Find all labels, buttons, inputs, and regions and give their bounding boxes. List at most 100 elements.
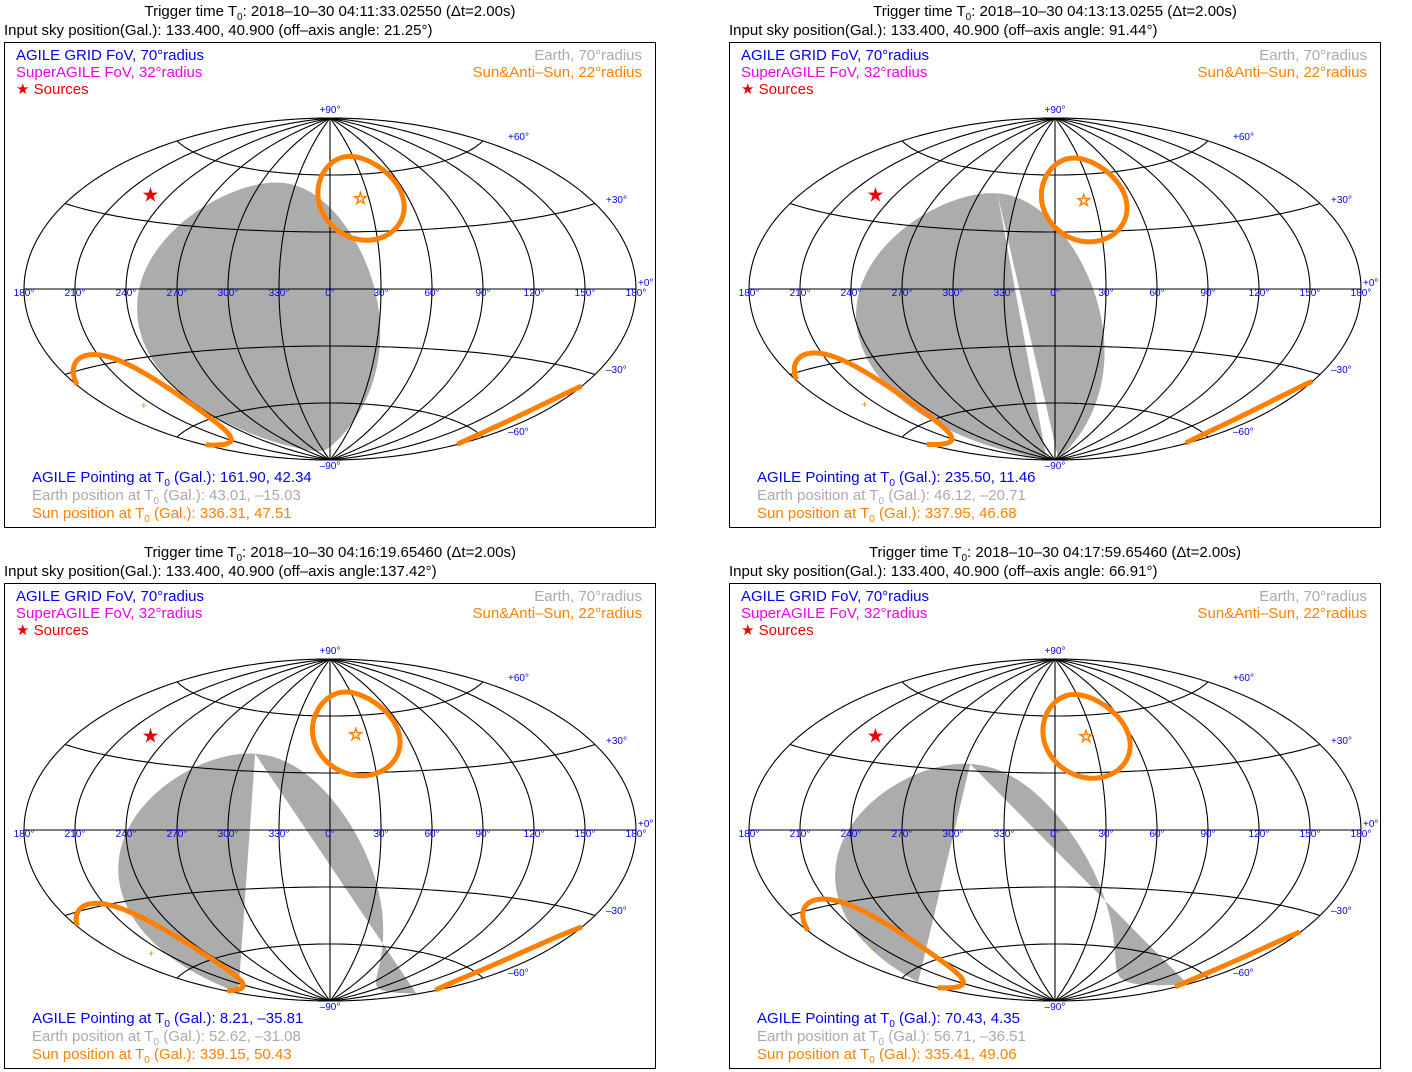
earth-info-prefix: Earth position at T (32, 1028, 154, 1045)
pointing-info-value: 8.21, –35.81 (219, 1010, 304, 1027)
longitude-label: 270° (167, 288, 188, 299)
earth-info-value: 43.01, –15.03 (209, 487, 301, 504)
anti-sun-circle (800, 897, 818, 932)
longitude-label: 300° (218, 829, 239, 840)
panel-title: Trigger time T0: 2018–10–30 04:13:13.025… (873, 3, 1237, 23)
pointing-info-value: 235.50, 11.46 (944, 469, 1036, 486)
earth-info-subscript: 0 (153, 1037, 160, 1048)
earth-region (856, 193, 1047, 460)
longitude-label: 180° (14, 288, 35, 299)
pointing-info-suffix: (Gal.): (894, 1010, 945, 1027)
longitude-label: 180° (739, 288, 760, 299)
legend-sources: ★ Sources (741, 622, 814, 639)
sun-circle (1040, 691, 1133, 781)
lat-label-m60: –60° (508, 427, 529, 438)
legend-sources-label: Sources (33, 622, 89, 639)
pointing-info: AGILE Pointing at T0 (Gal.): 8.21, –35.8… (32, 1010, 303, 1034)
skymap-panel-3: Trigger time T0: 2018–10–30 04:16:19.654… (4, 541, 656, 1069)
sun-info: Sun position at T0 (Gal.): 337.95, 46.68 (757, 505, 1017, 529)
longitude-label: 150° (1300, 829, 1321, 840)
earth-region (970, 764, 1188, 986)
source-marker: ★ (866, 725, 884, 747)
input-position-line: Input sky position(Gal.): 133.400, 40.90… (729, 563, 1158, 580)
earth-info: Earth position at T0 (Gal.): 56.71, –36.… (757, 1028, 1026, 1052)
anti-sun-circle (808, 350, 955, 447)
graticule (748, 658, 1362, 1002)
longitude-label: 330° (994, 829, 1015, 840)
longitude-label: 180° (626, 829, 647, 840)
panel-title: Trigger time T0: 2018–10–30 04:16:19.654… (143, 544, 517, 564)
longitude-label: 0° (325, 288, 335, 299)
lat-label-30: +30° (606, 736, 627, 747)
earth-region (835, 763, 971, 983)
longitude-label: 90° (475, 288, 490, 299)
earth-info-subscript: 0 (878, 496, 885, 507)
lat-label-0: +0° (638, 819, 653, 830)
skymap-svg: 180° 150° 120° 90° 60° 30° 0° 330° 300° 270° 240° 2… (14, 105, 654, 472)
longitude-label: 30° (1098, 288, 1113, 299)
anti-sun-circle (70, 352, 88, 386)
lat-label-60: +60° (508, 132, 529, 143)
parallel-line (64, 743, 596, 774)
sun-info-value: 337.95, 46.68 (924, 505, 1017, 522)
lat-label-30: +30° (1331, 195, 1352, 206)
legend-superagile-fov: SuperAGILE FoV, 32°radius (16, 64, 203, 81)
parallel-line (789, 886, 1321, 917)
longitude-label: 210° (65, 829, 86, 840)
anti-sun-circle (1174, 929, 1301, 990)
legend-sources: ★ Sources (16, 622, 89, 639)
earth-info-subscript: 0 (153, 496, 160, 507)
earth-info-value: 52.62, –31.08 (209, 1028, 301, 1045)
pointing-info: AGILE Pointing at T0 (Gal.): 70.43, 4.35 (757, 1010, 1020, 1034)
longitude-label: 300° (943, 829, 964, 840)
pointing-info-value: 70.43, 4.35 (944, 1010, 1020, 1027)
parallel-line (64, 886, 596, 917)
skymap-panel-4: Trigger time T0: 2018–10–30 04:17:59.654… (729, 541, 1381, 1069)
input-position-line: Input sky position(Gal.): 133.400, 40.90… (4, 563, 437, 580)
lat-label-30: +30° (606, 195, 627, 206)
lat-label-90: +90° (1045, 646, 1066, 657)
legend-grid-fov: AGILE GRID FoV, 70°radius (16, 47, 205, 64)
sun-info-value: 335.41, 49.06 (924, 1046, 1017, 1063)
longitude-label: 180° (1351, 288, 1372, 299)
sun-info-prefix: Sun position at T (32, 505, 145, 522)
pointing-info-suffix: (Gal.): (894, 469, 945, 486)
lat-label-90: +90° (320, 646, 341, 657)
longitude-label: 120° (1249, 288, 1270, 299)
legend-superagile-fov: SuperAGILE FoV, 32°radius (16, 605, 203, 622)
pointing-info: AGILE Pointing at T0 (Gal.): 161.90, 42.… (32, 469, 312, 493)
longitude-label: 60° (1149, 829, 1164, 840)
pointing-info: AGILE Pointing at T0 (Gal.): 235.50, 11.… (757, 469, 1036, 493)
pointing-info-suffix: (Gal.): (169, 1010, 220, 1027)
sun-info-suffix: (Gal.): (874, 505, 925, 522)
anti-sun-marker: + (872, 945, 878, 956)
longitude-label: 180° (739, 829, 760, 840)
anti-sun-circle (791, 350, 810, 381)
longitude-label: 180° (1351, 829, 1372, 840)
legend-grid-fov: AGILE GRID FoV, 70°radius (16, 588, 205, 605)
longitude-label: 210° (790, 829, 811, 840)
longitude-label: 270° (892, 288, 913, 299)
legend-earth: Earth, 70°radius (534, 47, 642, 64)
lat-label-m60: –60° (1233, 968, 1254, 979)
parallel-line (789, 202, 1321, 233)
longitude-label: 240° (841, 288, 862, 299)
longitude-label: 150° (1300, 288, 1321, 299)
anti-sun-circle (434, 924, 583, 993)
longitude-label: 150° (575, 829, 596, 840)
lat-label-60: +60° (1233, 673, 1254, 684)
longitude-label: 60° (424, 288, 439, 299)
legend-sun: Sun&Anti–Sun, 22°radius (472, 605, 642, 622)
sun-circle (310, 689, 403, 779)
earth-info-prefix: Earth position at T (32, 487, 154, 504)
lat-label-m90: –90° (320, 461, 341, 472)
sun-info-prefix: Sun position at T (757, 505, 870, 522)
earth-region (137, 182, 381, 452)
sun-info-prefix: Sun position at T (32, 1046, 145, 1063)
longitude-label: 270° (167, 829, 188, 840)
longitude-label: 270° (892, 829, 913, 840)
pointing-info-subscript: 0 (164, 478, 170, 489)
longitude-label: 90° (1200, 829, 1215, 840)
longitude-label: 120° (524, 829, 545, 840)
earth-info-subscript: 0 (878, 1037, 885, 1048)
